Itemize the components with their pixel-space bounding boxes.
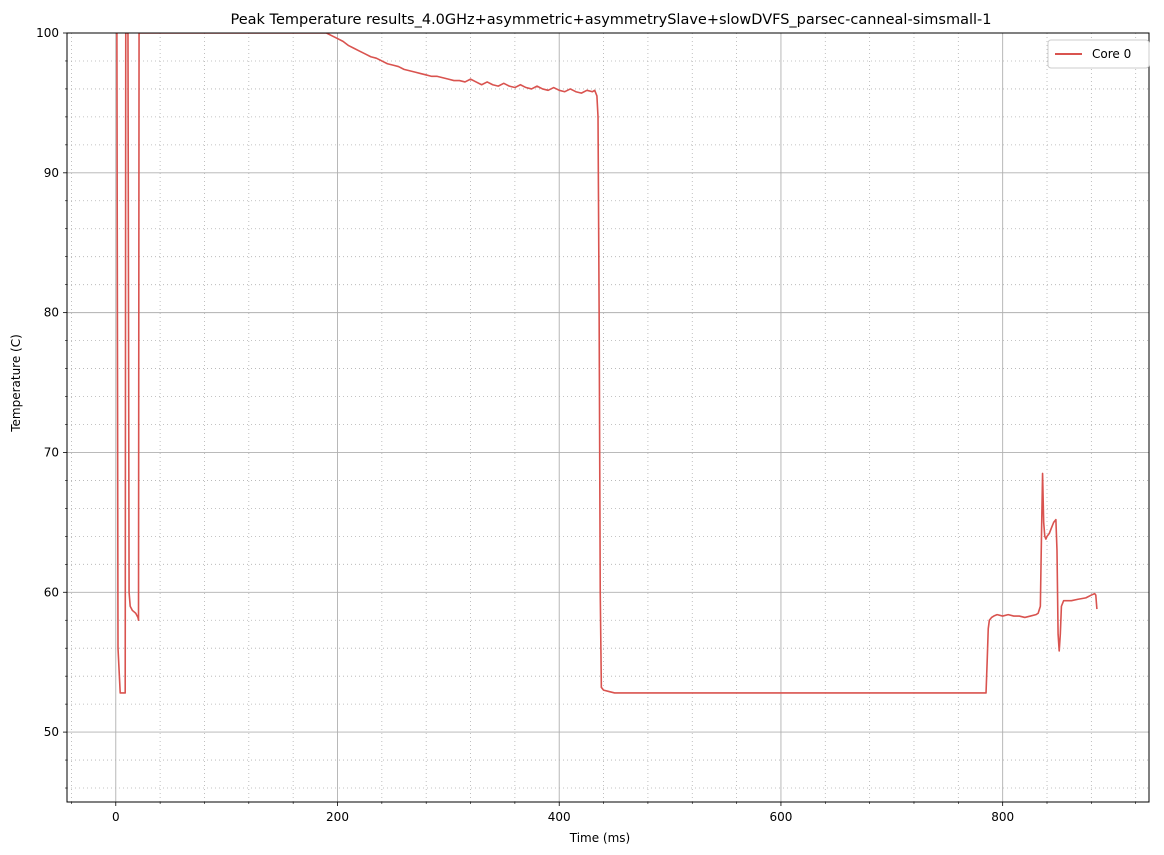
- x-tick-label: 600: [769, 810, 792, 824]
- y-axis-label: Temperature (C): [9, 334, 23, 433]
- minor-grid: [67, 33, 1149, 802]
- plot-lines: [115, 33, 1098, 694]
- x-tick-label: 200: [326, 810, 349, 824]
- axis-ticks: 0 200 400 600 800 50 60 70 80 90 100: [36, 26, 1136, 824]
- legend: Core 0: [1047, 39, 1150, 69]
- x-tick-label: 0: [112, 810, 120, 824]
- x-axis-label: Time (ms): [569, 831, 631, 845]
- y-tick-label: 100: [36, 26, 59, 40]
- plot-frame: [66, 32, 1150, 803]
- series-line-core-0: [115, 33, 1098, 694]
- y-tick-label: 70: [44, 445, 59, 459]
- legend-label-core-0: Core 0: [1092, 47, 1131, 61]
- y-tick-label: 90: [44, 166, 59, 180]
- y-tick-label: 60: [44, 585, 59, 599]
- x-tick-label: 400: [548, 810, 571, 824]
- chart-title: Peak Temperature results_4.0GHz+asymmetr…: [231, 12, 992, 28]
- y-tick-label: 50: [44, 725, 59, 739]
- legend-box: [1047, 39, 1150, 69]
- y-tick-label: 80: [44, 306, 59, 320]
- x-tick-label: 800: [991, 810, 1014, 824]
